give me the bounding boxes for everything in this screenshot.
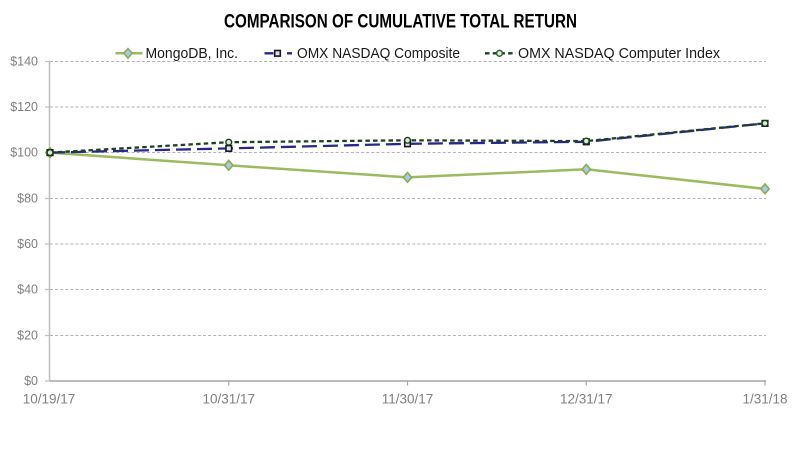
svg-text:10/31/17: 10/31/17 [202, 392, 255, 407]
svg-text:$60: $60 [17, 237, 38, 251]
svg-text:11/30/17: 11/30/17 [382, 392, 434, 407]
svg-text:10/19/17: 10/19/17 [23, 392, 76, 407]
svg-text:1/31/18: 1/31/18 [742, 392, 787, 407]
svg-text:$0: $0 [24, 374, 38, 388]
svg-text:$40: $40 [17, 283, 38, 297]
svg-text:$140: $140 [10, 55, 38, 69]
svg-text:MongoDB, Inc.: MongoDB, Inc. [146, 45, 239, 62]
svg-text:COMPARISON OF CUMULATIVE TOTAL: COMPARISON OF CUMULATIVE TOTAL RETURN [224, 12, 577, 33]
svg-text:OMX NASDAQ Computer Index: OMX NASDAQ Computer Index [518, 45, 720, 62]
svg-text:$120: $120 [10, 100, 38, 114]
svg-text:$20: $20 [17, 329, 38, 343]
svg-text:$80: $80 [17, 192, 38, 206]
svg-text:12/31/17: 12/31/17 [560, 392, 613, 407]
svg-text:OMX NASDAQ Composite: OMX NASDAQ Composite [297, 45, 460, 62]
svg-text:$100: $100 [10, 146, 38, 160]
